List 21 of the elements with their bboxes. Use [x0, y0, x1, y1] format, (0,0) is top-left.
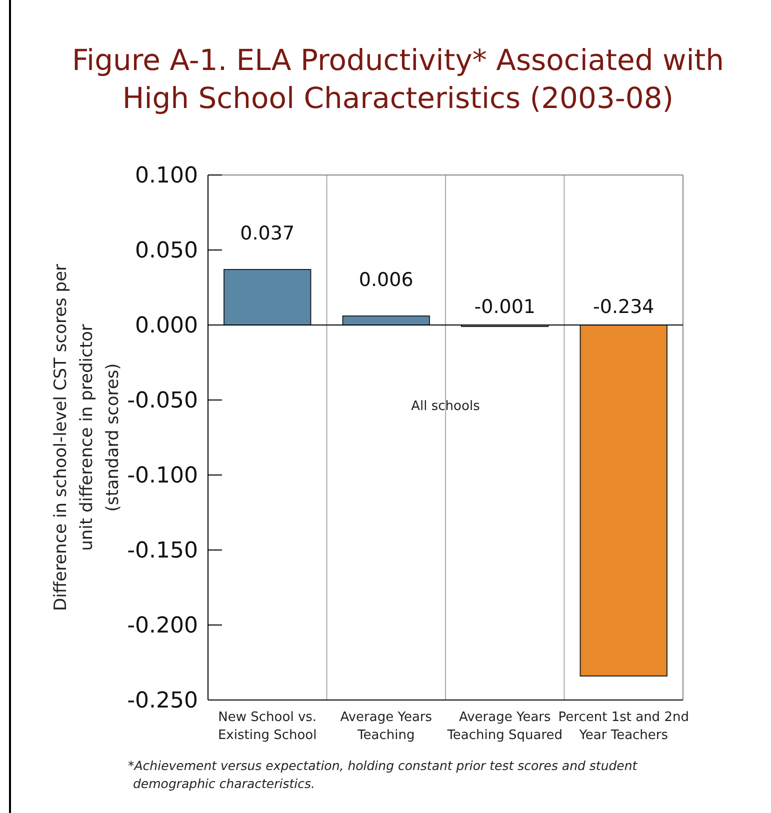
- x-tick-label: New School vs. Existing School: [218, 710, 317, 743]
- bar: [224, 269, 312, 326]
- y-tick-label: -0.250: [127, 688, 198, 714]
- bar: [342, 316, 430, 326]
- y-tick-label: 0.050: [135, 238, 198, 264]
- text: *Achievement versus expectation, holding constant prior test scores and student demographic characteristics.: [128, 758, 638, 791]
- y-tick-label: -0.150: [127, 538, 198, 564]
- y-tick-label: 0.000: [135, 314, 198, 339]
- data-label: -0.001: [474, 296, 536, 318]
- data-label: -0.234: [593, 296, 654, 318]
- y-tick-label: -0.200: [127, 614, 198, 639]
- data-label: 0.037: [240, 222, 295, 244]
- data-label: 0.006: [358, 269, 414, 291]
- y-tick-label: -0.100: [127, 464, 198, 489]
- y-axis-title: Difference in school-level CST scores per unit difference in predictor (standard scores): [51, 264, 123, 612]
- y-tick-label: -0.050: [127, 388, 198, 414]
- annotation: All schools: [411, 399, 480, 414]
- y-tick-label: 0.100: [135, 164, 198, 189]
- chart-title: Figure A-1. ELA Productivity* Associated with High School Characteristics (2003-08): [72, 43, 724, 115]
- bar: [580, 324, 668, 676]
- x-tick-label: Average Years Teaching: [340, 710, 432, 743]
